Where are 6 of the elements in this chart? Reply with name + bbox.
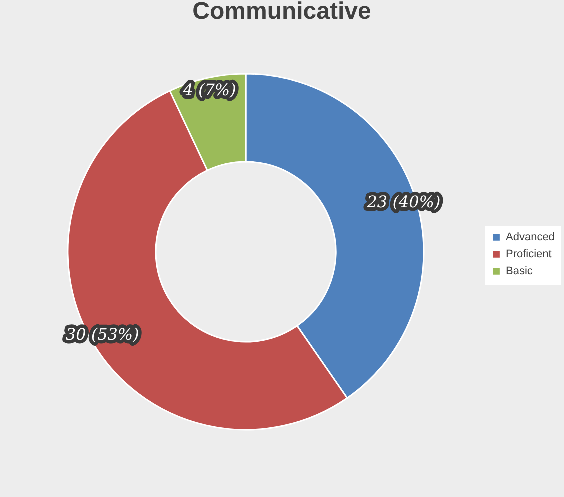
legend-label: Proficient <box>506 248 552 260</box>
data-label: 30 (53%) <box>66 324 140 344</box>
legend-label: Basic <box>506 266 534 278</box>
legend-label: Advanced <box>506 232 555 244</box>
chart-title: Communicative <box>192 0 372 25</box>
data-label: 4 (7%) <box>182 80 236 100</box>
